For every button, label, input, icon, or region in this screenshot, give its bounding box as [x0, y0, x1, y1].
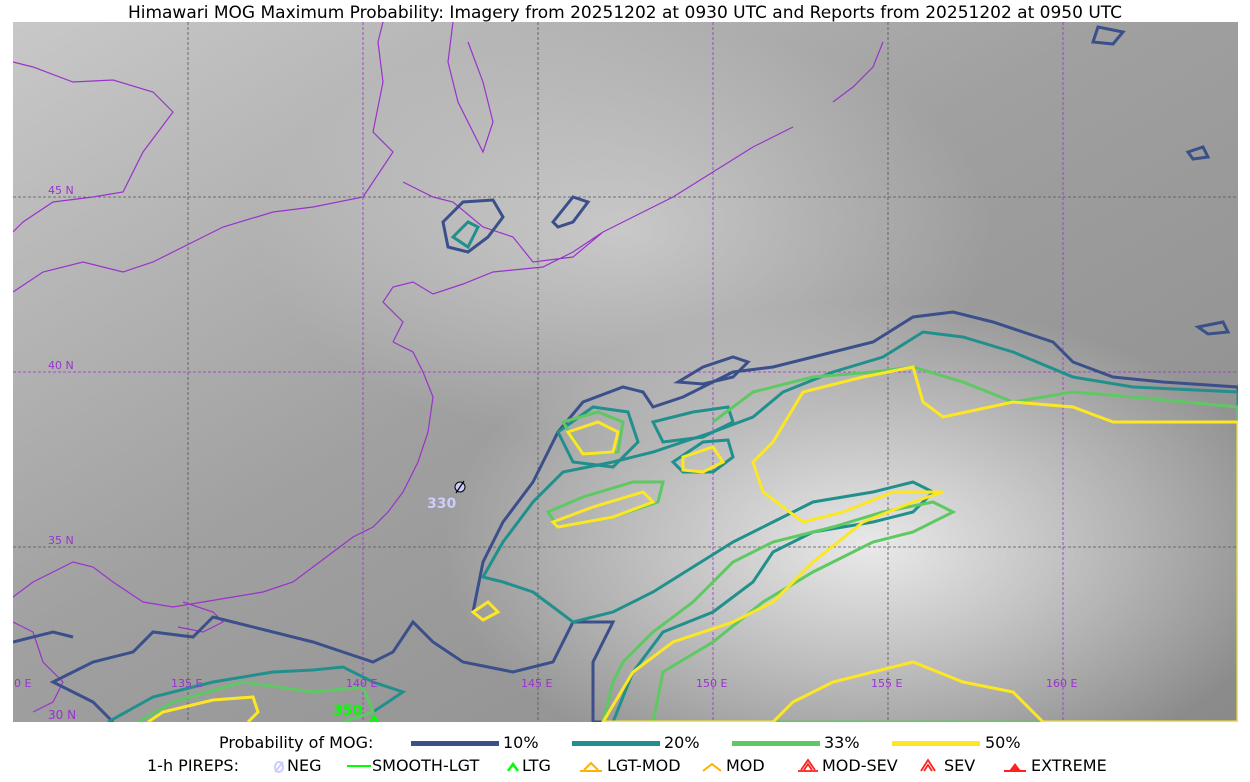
- double-caret-bar-icon: [798, 758, 818, 772]
- swatch-20pct: [572, 741, 660, 746]
- pirep-flight-level: 350: [333, 703, 363, 719]
- swatch-10pct: [411, 741, 499, 746]
- line-icon: [347, 765, 371, 767]
- lon-label: 155 E: [871, 677, 902, 690]
- lat-label: 45 N: [48, 184, 74, 197]
- legend-20pct-label: 20%: [664, 733, 700, 752]
- legend-lgt-mod-label: LGT-MOD: [607, 756, 681, 775]
- map-title: Himawari MOG Maximum Probability: Imager…: [127, 3, 1123, 23]
- caret-icon: [506, 761, 520, 772]
- probability-legend: Probability of MOG: 10% 20% 33% 50%: [0, 733, 1250, 753]
- pirep-ltg[interactable]: [368, 714, 380, 722]
- lon-label: 135 E: [171, 677, 202, 690]
- neg-slashed-circle-icon: [274, 761, 284, 773]
- lon-label: 145 E: [521, 677, 552, 690]
- swatch-33pct: [732, 741, 820, 746]
- legend-smooth-lgt-label: SMOOTH-LGT: [372, 756, 480, 775]
- ltg-caret-icon: [368, 714, 380, 722]
- legend-33pct-label: 33%: [824, 733, 860, 752]
- satellite-map: 45 N 40 N 35 N 30 N 130 E 135 E 140 E 145 E 150 …: [13, 22, 1238, 722]
- pirep-neg[interactable]: 330: [427, 480, 466, 512]
- caret-bar-icon: [580, 761, 602, 772]
- mog-contours-50pct: [147, 365, 1238, 722]
- legend-mod-sev-label: MOD-SEV: [822, 756, 898, 775]
- swatch-50pct: [892, 741, 980, 746]
- pirep-legend: 1-h PIREPS: NEG SMOOTH-LGT LTG LGT-MOD M…: [0, 756, 1250, 776]
- pirep-flight-level: 330: [427, 496, 456, 512]
- filled-triangle-icon: [1004, 763, 1026, 772]
- legend-10pct-label: 10%: [503, 733, 539, 752]
- legend-extreme-label: EXTREME: [1031, 756, 1107, 775]
- legend-50pct-label: 50%: [985, 733, 1021, 752]
- lon-label: 160 E: [1046, 677, 1077, 690]
- legend-mod-label: MOD: [726, 756, 765, 775]
- lon-label: 140 E: [346, 677, 377, 690]
- caret-icon: [702, 762, 722, 772]
- lat-label: 30 N: [48, 708, 76, 722]
- lon-label: 150 E: [696, 677, 727, 690]
- pirep-legend-title: 1-h PIREPS:: [147, 756, 239, 775]
- lat-label: 35 N: [48, 534, 74, 547]
- mog-contours-10pct: [13, 25, 1238, 722]
- legend-sev-label: SEV: [944, 756, 976, 775]
- coastlines: [13, 22, 884, 713]
- double-caret-icon: [920, 758, 936, 772]
- lon-label: 130 E: [13, 677, 31, 690]
- legend-neg-label: NEG: [287, 756, 322, 775]
- lat-label: 40 N: [48, 359, 74, 372]
- legend-ltg-label: LTG: [522, 756, 551, 775]
- neg-slash: [455, 480, 465, 494]
- probability-legend-title: Probability of MOG:: [219, 733, 374, 752]
